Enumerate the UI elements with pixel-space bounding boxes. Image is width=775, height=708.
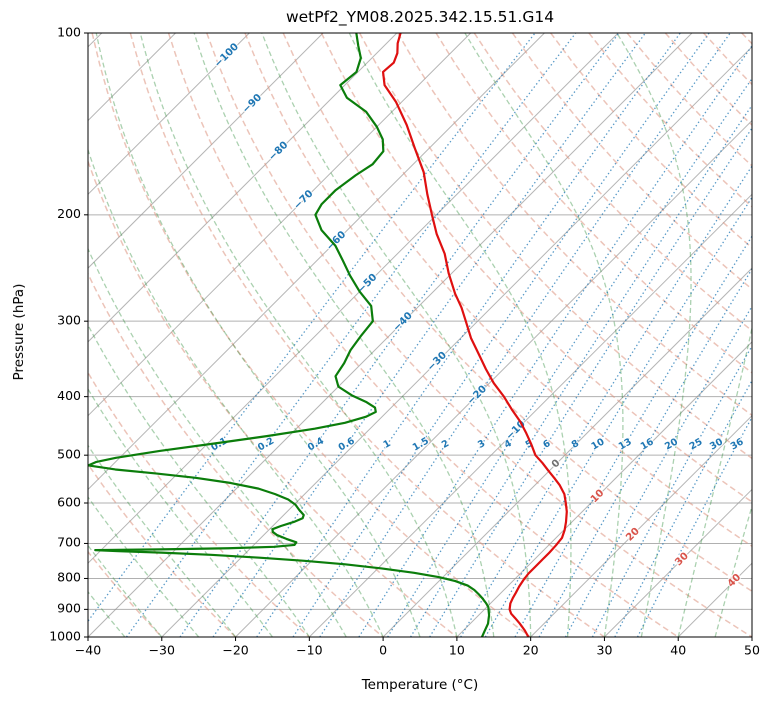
y-axis-label: Pressure (hPa) bbox=[11, 283, 27, 381]
x-axis-label: Temperature (°C) bbox=[361, 677, 479, 693]
chart-title: wetPf2_YM08.2025.342.15.51.G14 bbox=[285, 8, 555, 26]
